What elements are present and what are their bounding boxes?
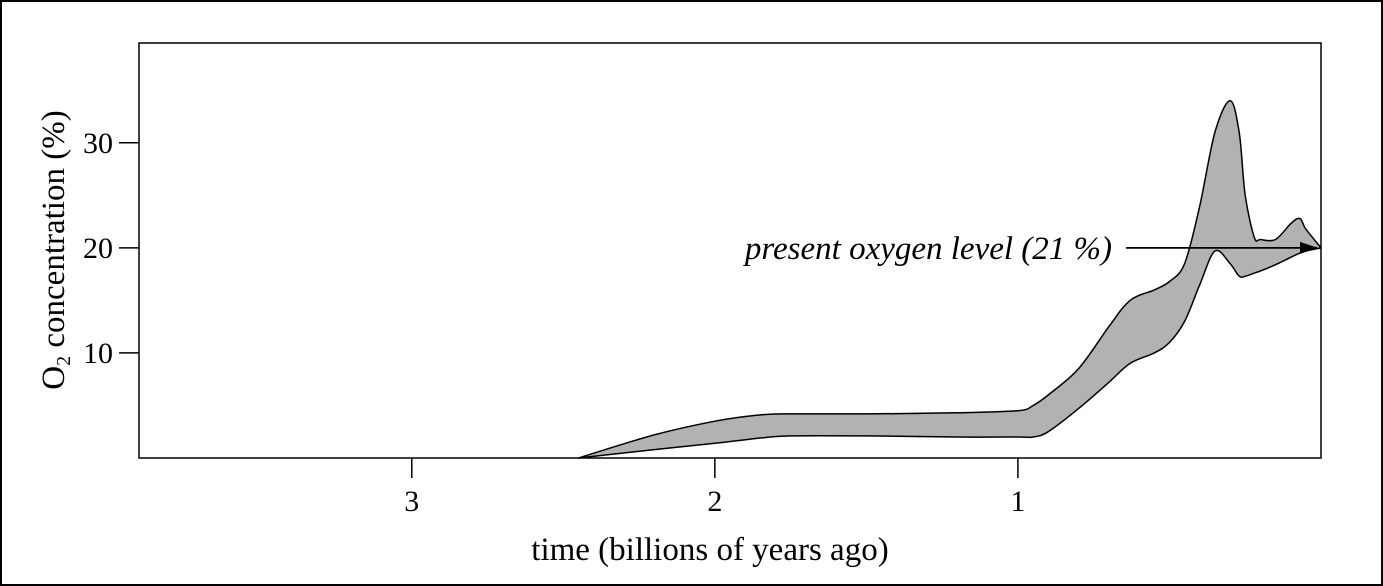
present-oxygen-annotation: present oxygen level (21 %): [743, 231, 1112, 267]
x-tick-label: 3: [404, 485, 419, 518]
x-axis-ticks: 3 2 1: [404, 458, 1025, 518]
x-tick-label: 2: [707, 485, 722, 518]
x-axis-title: time (billions of years ago): [531, 532, 888, 568]
y-axis-title: O2 concentration (%): [36, 110, 75, 389]
x-tick-label: 1: [1010, 485, 1025, 518]
y-axis-ticks: 10 20 30: [83, 127, 139, 370]
y-tick-label: 30: [83, 127, 113, 160]
y-tick-label: 20: [83, 232, 113, 265]
o2-concentration-band: [577, 100, 1322, 459]
y-tick-label: 10: [83, 337, 113, 370]
plot-area: [138, 42, 1322, 459]
